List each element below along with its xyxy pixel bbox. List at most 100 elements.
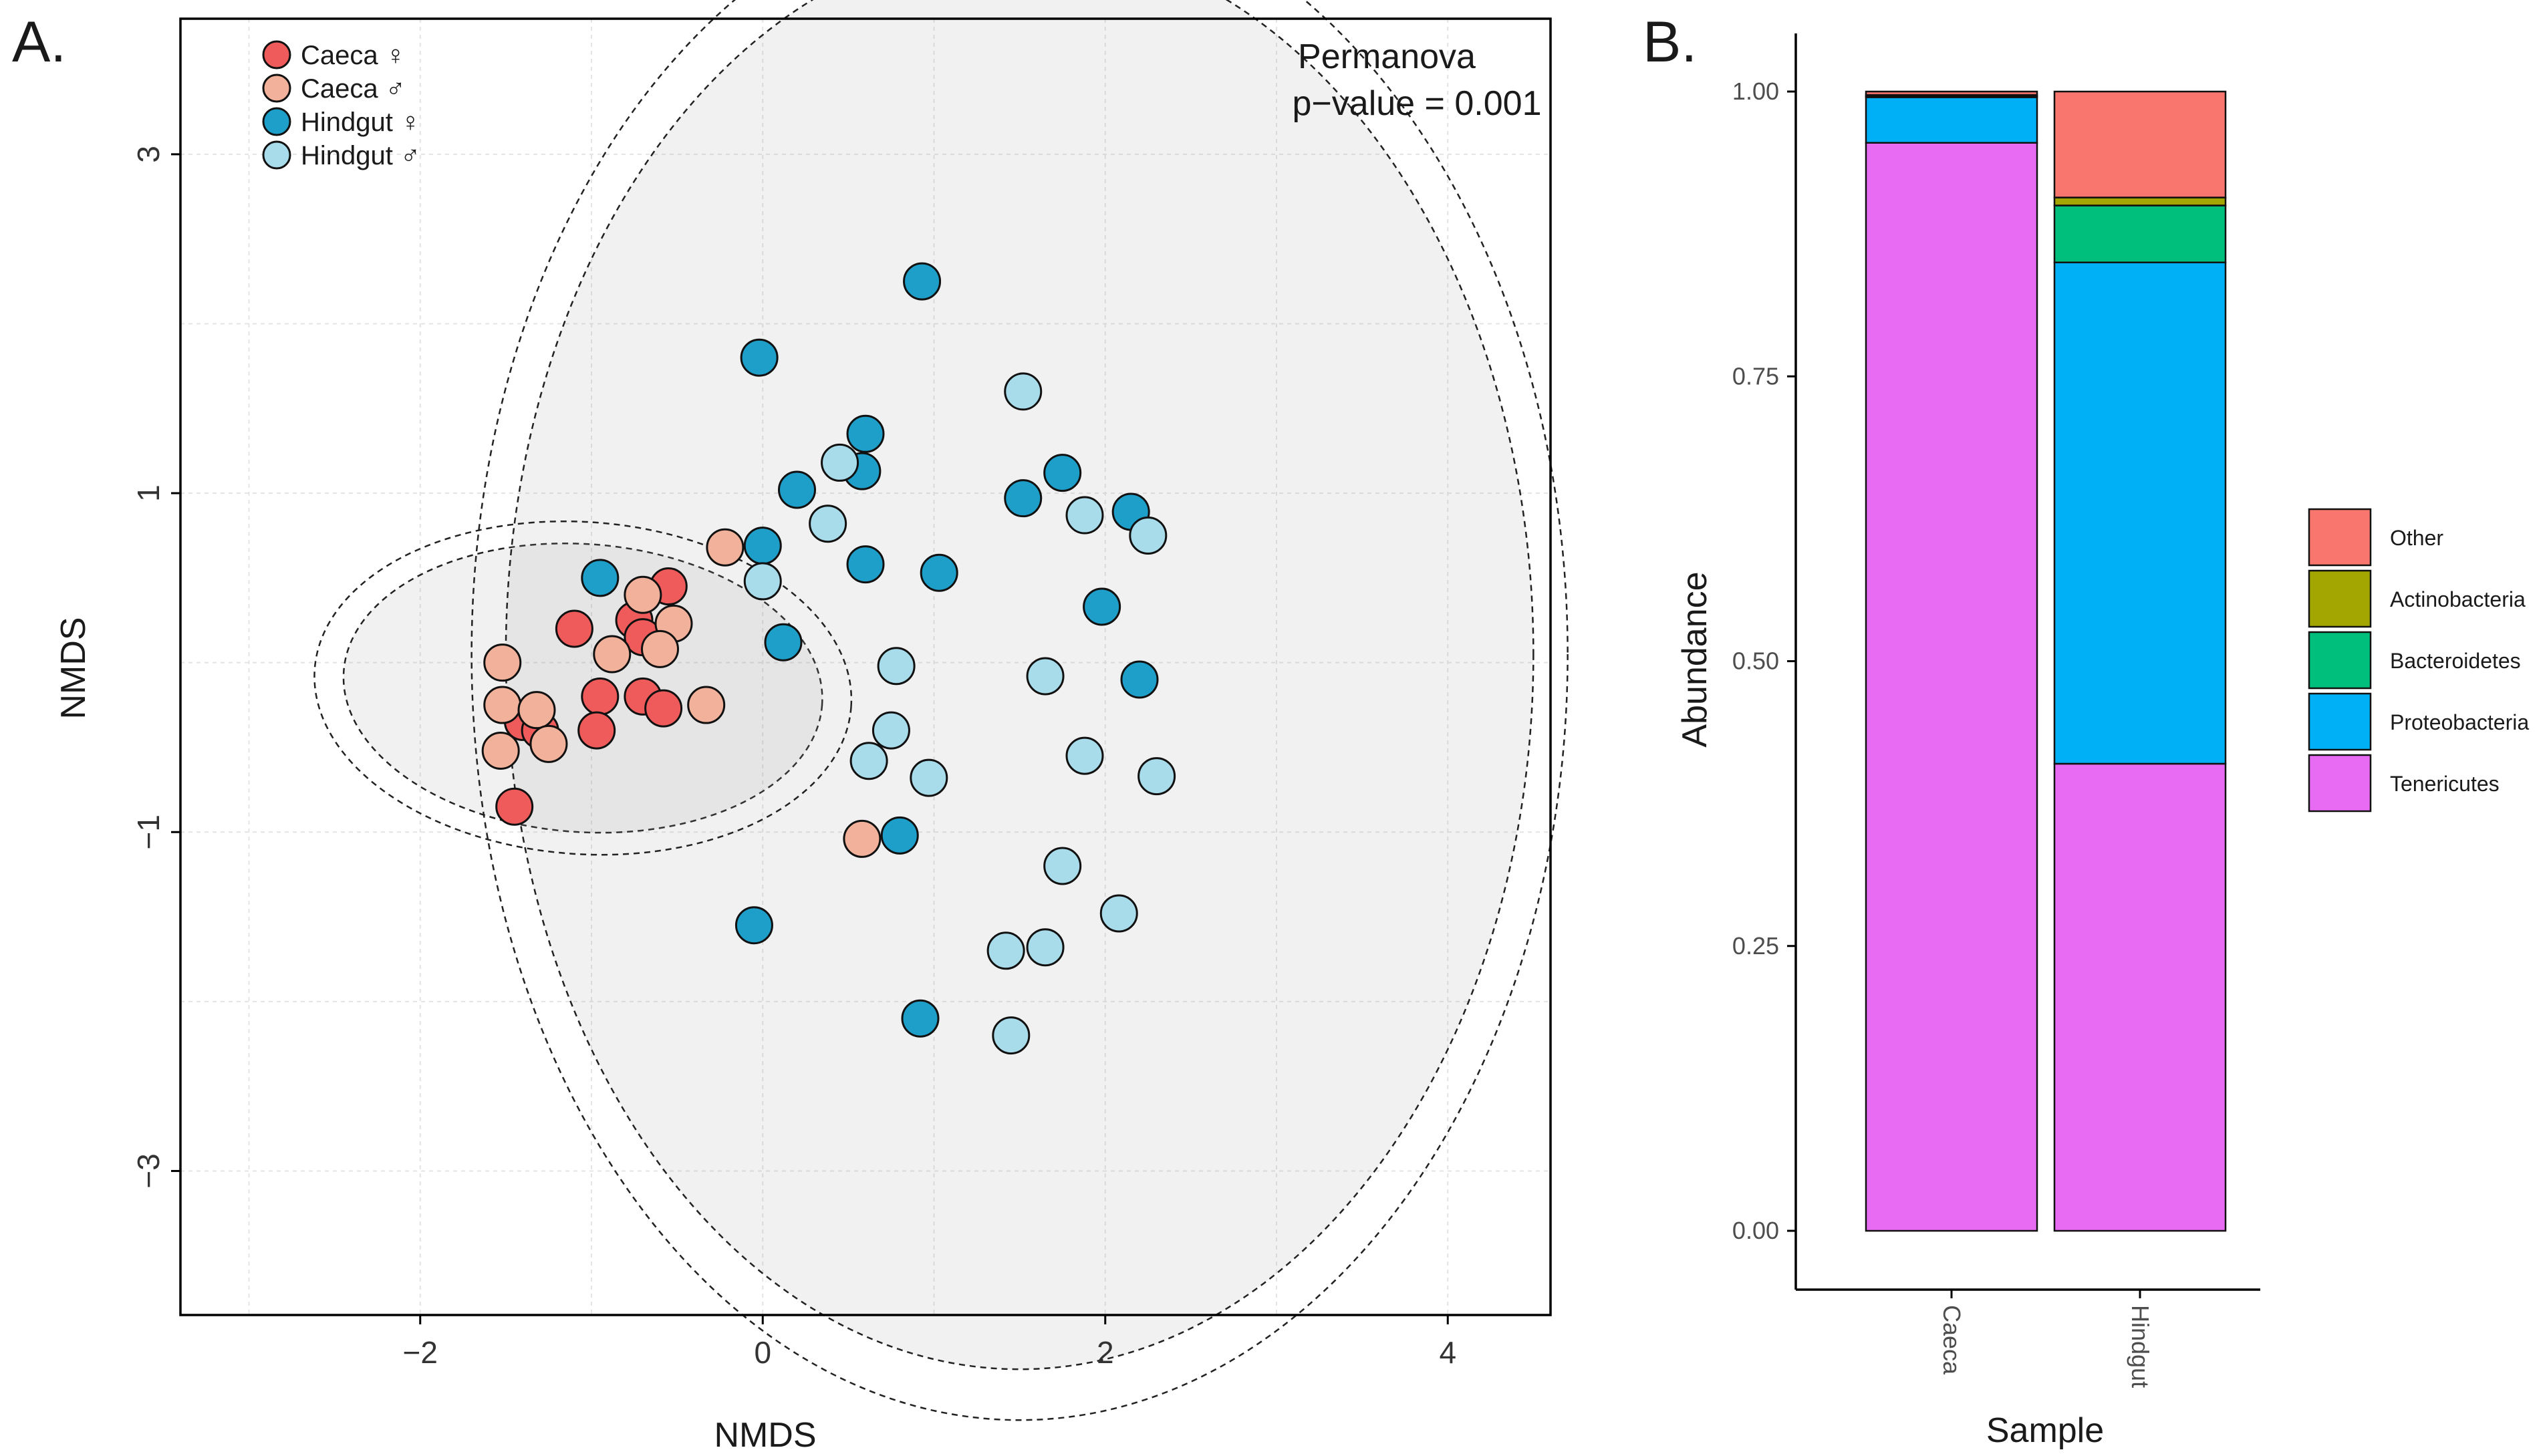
x-tick-label: −2 — [403, 1335, 438, 1370]
point-series-2 — [1043, 454, 1082, 492]
nmds-legend: Caeca ♀ Caeca ♂ Hindgut ♀ Hindgut ♂ — [262, 40, 420, 170]
y-tick-label: 0.50 — [1732, 647, 1779, 675]
point-series-0 — [644, 689, 683, 728]
legend-marker — [262, 74, 291, 103]
bar-segment — [2053, 204, 2227, 263]
point-series-2 — [764, 623, 803, 662]
point-series-3 — [992, 1016, 1031, 1055]
confidence-ellipse-hindgut-outer — [471, 0, 1569, 1421]
bar-segment — [1865, 142, 2038, 1232]
point-series-2 — [743, 527, 782, 565]
point-series-2 — [903, 262, 942, 301]
point-series-3 — [986, 931, 1025, 970]
point-series-2 — [901, 999, 940, 1038]
point-series-2 — [734, 906, 773, 945]
nmds-points — [481, 262, 1176, 1055]
x-tick-label: Hindgut — [2127, 1305, 2154, 1388]
point-series-1 — [483, 686, 522, 724]
point-series-3 — [872, 711, 910, 750]
legend-swatch — [2308, 508, 2372, 567]
legend-swatch — [2308, 754, 2372, 813]
point-series-0 — [555, 609, 593, 648]
legend-swatch — [2308, 631, 2372, 690]
point-series-3 — [849, 742, 888, 780]
permanova-label: Permanova — [1298, 37, 1476, 76]
point-series-1 — [641, 629, 679, 668]
y-tick-label: 0.25 — [1732, 932, 1779, 960]
point-series-2 — [846, 414, 885, 453]
point-series-2 — [880, 816, 919, 855]
y-tick-label: −3 — [131, 1153, 166, 1188]
point-series-1 — [843, 819, 882, 858]
bar-segment — [2053, 261, 2227, 765]
confidence-ellipse-caeca-inner — [342, 542, 823, 834]
legend-label: Bacteroidetes — [2390, 649, 2521, 673]
legend-label: Hindgut ♂ — [301, 141, 420, 170]
point-series-3 — [809, 504, 847, 543]
nmds-panel: A. −2 0 2 4 3 1 −1 −3 NMDS NMDS Caeca ♀ Caeca ♂ H… — [12, 0, 1569, 1455]
y-tick-label: 3 — [131, 146, 166, 163]
point-series-1 — [706, 528, 745, 567]
legend-label: Caeca ♀ — [301, 41, 406, 70]
p-value-label: p−value = 0.001 — [1293, 84, 1542, 123]
bar-segment — [2053, 762, 2227, 1232]
legend-label: Proteobacteria — [2390, 710, 2529, 734]
bar-segment — [1865, 96, 2038, 144]
legend-label: Actinobacteria — [2390, 587, 2526, 611]
point-series-3 — [1026, 657, 1065, 696]
abundance-panel: B. Caeca Hindgut 0.00 0.25 0.50 0.75 1.00 Abun… — [1643, 10, 2529, 1450]
legend-label: Hindgut ♀ — [301, 108, 420, 137]
point-series-2 — [740, 338, 779, 377]
point-series-1 — [517, 691, 556, 730]
point-series-2 — [920, 553, 958, 592]
legend-swatch — [2308, 692, 2372, 751]
point-series-2 — [581, 559, 620, 597]
point-series-2 — [1083, 587, 1121, 626]
point-series-2 — [778, 470, 816, 509]
nmds-y-axis-title: NMDS — [54, 617, 93, 719]
y-tick-label: 1 — [131, 484, 166, 502]
point-series-3 — [877, 647, 916, 686]
point-series-1 — [624, 575, 662, 614]
point-series-1 — [529, 724, 568, 763]
nmds-plot-border — [179, 17, 1552, 1316]
confidence-ellipse-caeca-outer — [313, 520, 853, 856]
point-series-2 — [1120, 660, 1159, 699]
confidence-ellipse-hindgut-inner — [505, 0, 1534, 1370]
legend-swatch — [2308, 569, 2372, 628]
legend-label: Tenericutes — [2390, 772, 2500, 796]
x-tick-label: Caeca — [1938, 1305, 1966, 1375]
x-tick-label: 0 — [754, 1335, 771, 1370]
y-tick-label: −1 — [131, 815, 166, 849]
bar-segment — [1865, 90, 2038, 96]
nmds-axis-ticks: −2 0 2 4 3 1 −1 −3 — [131, 146, 1456, 1370]
point-series-3 — [1043, 847, 1082, 885]
point-series-3 — [821, 443, 859, 482]
legend-marker — [262, 40, 291, 69]
point-series-3 — [1065, 736, 1104, 775]
legend-marker — [262, 107, 291, 136]
legend-label: Caeca ♂ — [301, 74, 406, 104]
y-tick-label: 0.00 — [1732, 1217, 1779, 1244]
x-tick-label: 2 — [1097, 1335, 1114, 1370]
panel-b-label: B. — [1643, 10, 1697, 74]
y-tick-label: 0.75 — [1732, 362, 1779, 390]
point-series-3 — [910, 758, 948, 797]
point-series-3 — [1137, 757, 1176, 796]
point-series-0 — [495, 787, 534, 826]
point-series-1 — [687, 686, 726, 724]
point-series-3 — [743, 562, 782, 601]
point-series-0 — [577, 711, 616, 750]
abundance-x-axis-title: Sample — [1986, 1411, 2104, 1450]
abundance-y-axis-title: Abundance — [1675, 571, 1714, 747]
point-series-1 — [481, 732, 520, 770]
point-series-1 — [593, 635, 632, 674]
abundance-axis-ticks: Caeca Hindgut 0.00 0.25 0.50 0.75 1.00 — [1732, 78, 2154, 1388]
y-tick-label: 1.00 — [1732, 78, 1779, 105]
point-series-2 — [1004, 479, 1043, 518]
nmds-x-axis-title: NMDS — [714, 1416, 816, 1455]
x-tick-label: 4 — [1439, 1335, 1456, 1370]
legend-marker — [262, 140, 291, 170]
point-series-3 — [1004, 372, 1043, 411]
